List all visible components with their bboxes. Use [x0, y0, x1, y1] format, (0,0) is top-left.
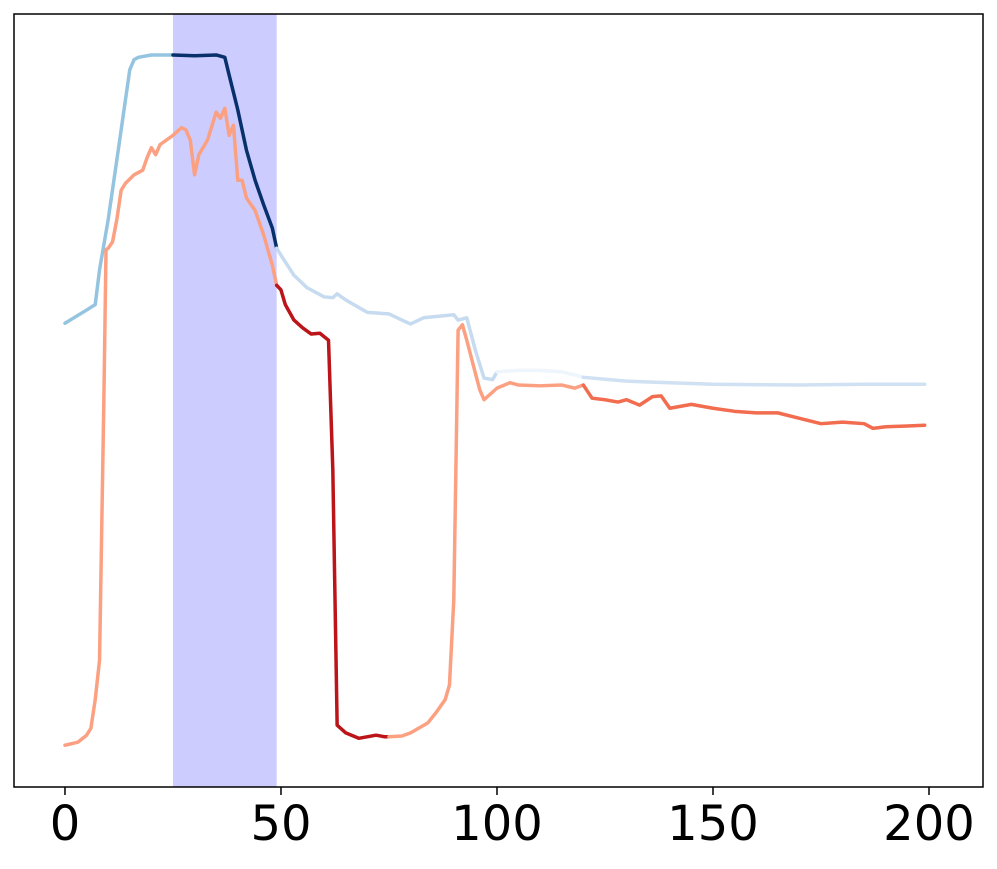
series-line [63, 53, 175, 325]
x-tick-label: 150 [667, 796, 759, 852]
series-line [171, 53, 279, 250]
series-line [581, 383, 927, 431]
series-line [63, 106, 279, 748]
x-tick-label: 200 [883, 796, 975, 852]
series-line [387, 322, 586, 739]
x-tick-label: 100 [451, 796, 543, 852]
highlight-span [172, 14, 277, 787]
x-tick-label: 50 [250, 796, 311, 852]
series-line [495, 368, 586, 380]
series-line [274, 246, 499, 382]
series-line [581, 375, 927, 387]
x-tick-label: 0 [50, 796, 81, 852]
plot-frame [13, 13, 984, 788]
series-line [274, 283, 391, 741]
